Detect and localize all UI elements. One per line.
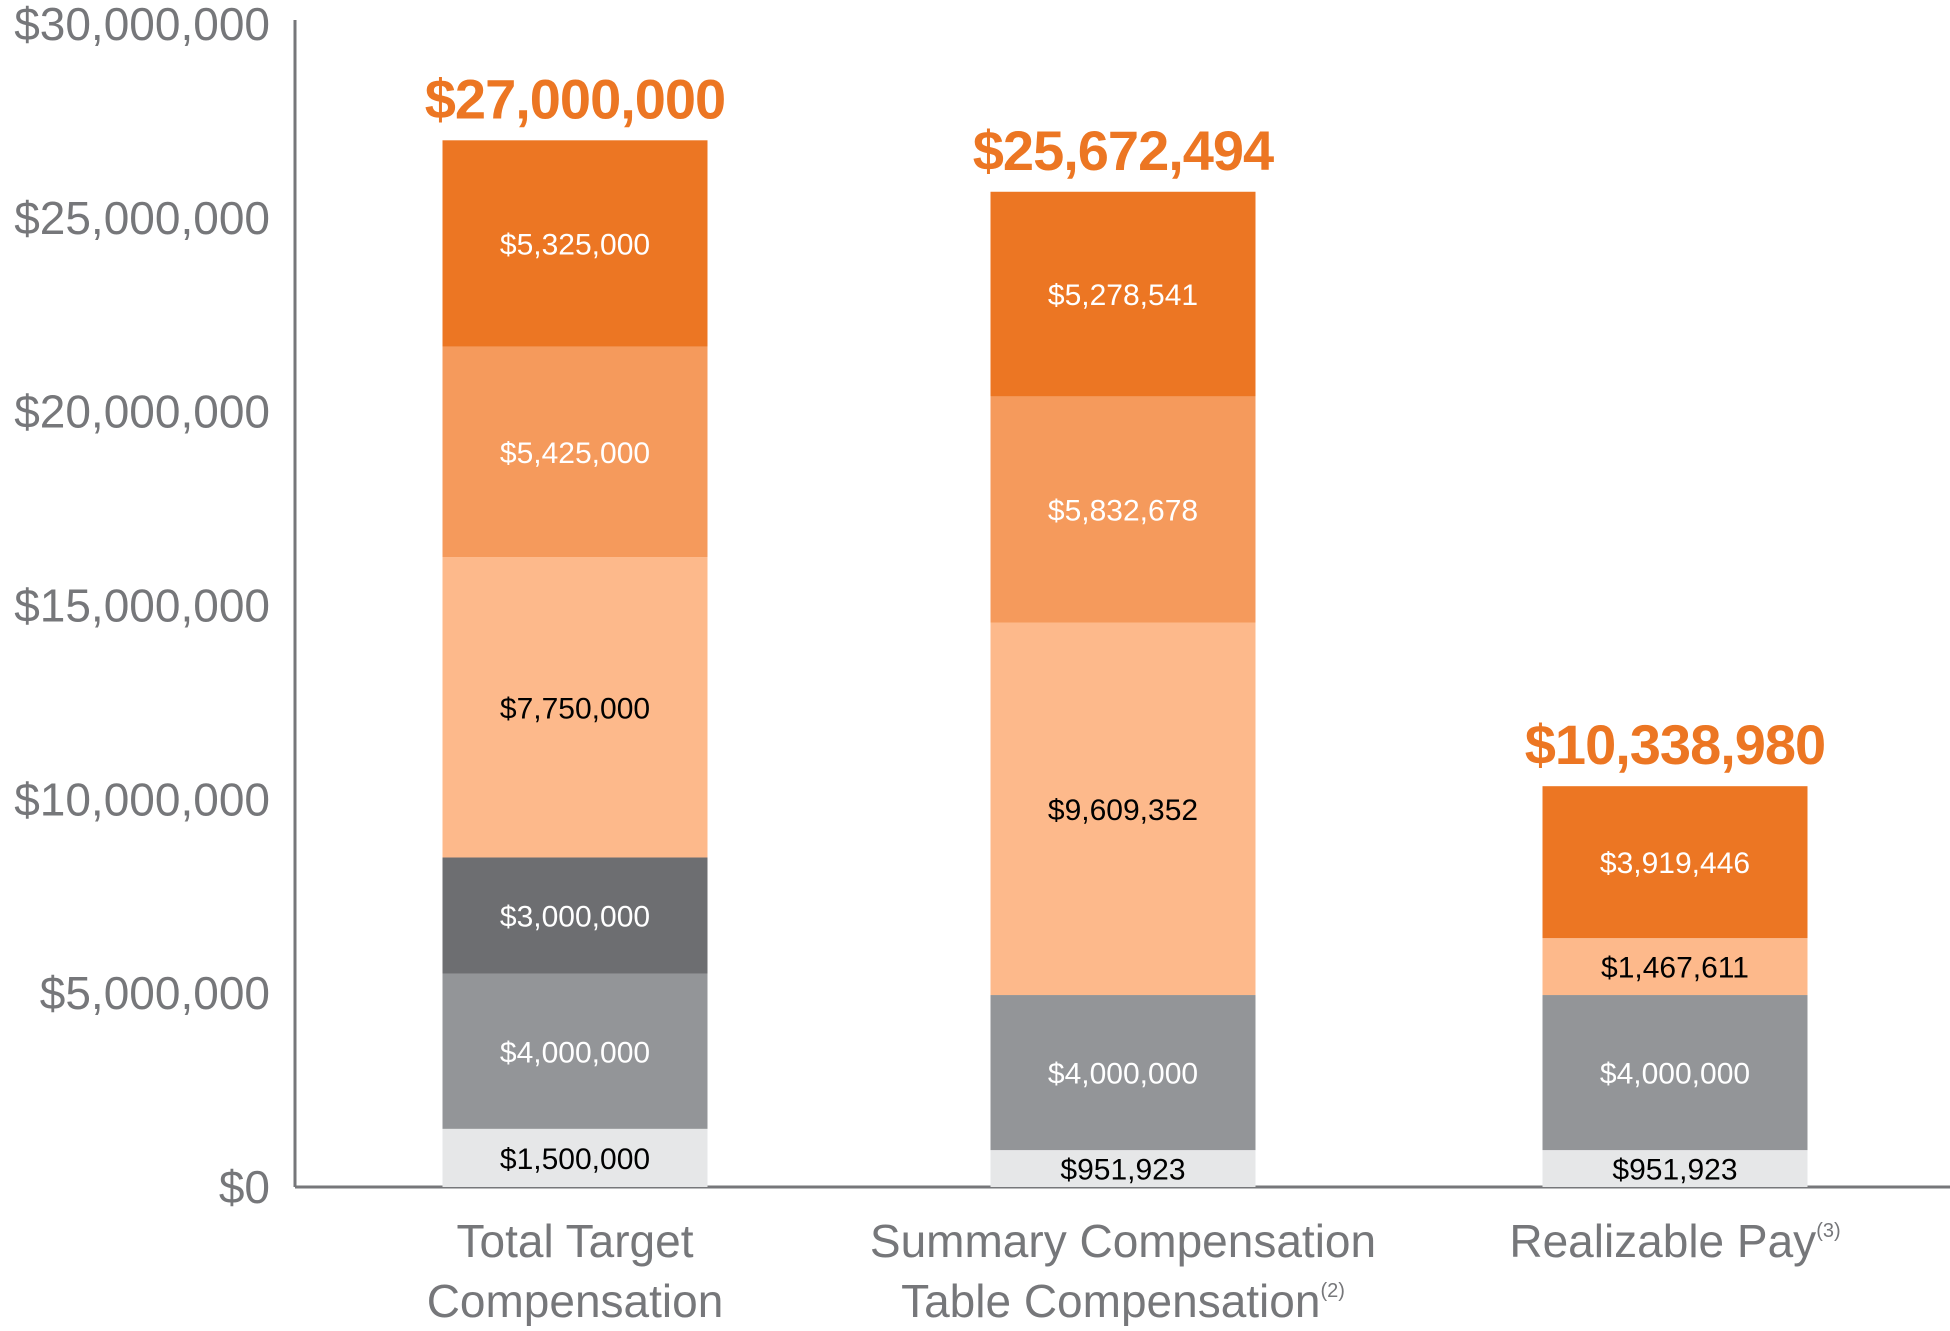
bar-segment — [990, 1150, 1256, 1187]
category-label: Table Compensation(2) — [901, 1275, 1345, 1326]
y-tick-label: $30,000,000 — [14, 0, 270, 50]
bar-segment — [442, 346, 708, 558]
segment-value-label: $3,919,446 — [1600, 847, 1750, 880]
category-label: Realizable Pay(3) — [1509, 1215, 1840, 1267]
y-tick-label: $10,000,000 — [14, 773, 270, 825]
y-tick-label: $20,000,000 — [14, 386, 270, 438]
bar-segment — [442, 973, 708, 1129]
segment-value-label: $4,000,000 — [500, 1036, 650, 1069]
bar-segment — [1542, 1150, 1808, 1187]
category-label: Total Target — [457, 1215, 694, 1267]
segment-value-label: $9,609,352 — [1048, 794, 1198, 827]
segment-value-label: $3,000,000 — [500, 901, 650, 934]
y-tick-label: $15,000,000 — [14, 580, 270, 632]
category-footnote-marker: (2) — [1320, 1280, 1344, 1302]
bar-segment — [442, 557, 708, 858]
bar-segment — [990, 995, 1256, 1151]
bar-segment — [990, 396, 1256, 623]
bar-segment — [1542, 786, 1808, 939]
segment-value-label: $5,325,000 — [500, 229, 650, 262]
segment-value-label: $951,923 — [1612, 1154, 1737, 1187]
segment-value-label: $5,278,541 — [1048, 279, 1198, 312]
bar-total-label: $25,672,494 — [973, 119, 1274, 182]
y-tick-label: $5,000,000 — [40, 967, 270, 1019]
segment-value-label: $5,832,678 — [1048, 494, 1198, 527]
bar-total-label: $27,000,000 — [425, 67, 725, 130]
segment-value-label: $1,500,000 — [500, 1143, 650, 1176]
segment-value-label: $4,000,000 — [1600, 1058, 1750, 1091]
bar-segment — [990, 191, 1256, 397]
category-label: Compensation — [427, 1275, 724, 1326]
bar-total-label: $10,338,980 — [1525, 713, 1825, 776]
bar-segment — [442, 1128, 708, 1187]
bar-segment — [442, 140, 708, 347]
category-label: Summary Compensation — [870, 1215, 1376, 1267]
bar-segment — [1542, 995, 1808, 1151]
segment-value-label: $7,750,000 — [500, 692, 650, 725]
segment-value-label: $4,000,000 — [1048, 1058, 1198, 1091]
bar-segment — [1542, 938, 1808, 996]
bar-segment — [990, 622, 1256, 996]
bar-segment — [442, 857, 708, 974]
segment-value-label: $1,467,611 — [1601, 952, 1749, 985]
category-footnote-marker: (3) — [1816, 1220, 1840, 1242]
y-tick-label: $25,000,000 — [14, 192, 270, 244]
segment-value-label: $5,425,000 — [500, 437, 650, 470]
segment-value-label: $951,923 — [1060, 1154, 1185, 1187]
y-tick-label: $0 — [219, 1161, 270, 1213]
